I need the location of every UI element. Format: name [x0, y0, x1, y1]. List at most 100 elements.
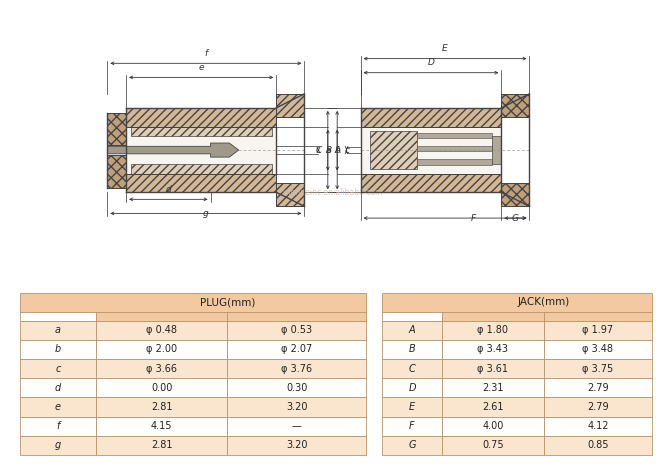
Bar	[382, 397, 442, 416]
Text: φ 2.00: φ 2.00	[146, 344, 178, 355]
Text: f: f	[57, 421, 60, 431]
Bar	[382, 378, 442, 397]
Text: e: e	[198, 63, 204, 72]
Text: 3.20: 3.20	[286, 402, 307, 412]
Text: 4.15: 4.15	[151, 421, 172, 431]
Text: φ 3.43: φ 3.43	[477, 344, 508, 355]
Bar	[126, 174, 276, 192]
Text: D: D	[408, 383, 416, 393]
Text: 2.79: 2.79	[587, 402, 608, 412]
Bar	[360, 108, 501, 127]
Bar	[96, 378, 227, 397]
Text: 0.00: 0.00	[151, 383, 172, 393]
Bar	[442, 312, 544, 321]
Bar	[96, 359, 227, 378]
Bar	[492, 136, 501, 164]
Bar	[20, 359, 96, 378]
Bar	[544, 416, 652, 436]
Bar	[96, 340, 227, 359]
Text: φ 3.61: φ 3.61	[477, 363, 508, 374]
Bar	[544, 397, 652, 416]
Bar	[544, 312, 652, 321]
Text: C: C	[316, 145, 322, 155]
Bar	[544, 340, 652, 359]
Bar	[96, 416, 227, 436]
Bar	[227, 397, 366, 416]
Text: 0.30: 0.30	[286, 383, 307, 393]
Text: A: A	[409, 325, 416, 335]
Text: —: —	[292, 421, 301, 431]
Text: g: g	[55, 440, 61, 450]
Text: 4.00: 4.00	[482, 421, 503, 431]
Text: φ 3.66: φ 3.66	[146, 363, 178, 374]
Text: JACK(mm): JACK(mm)	[518, 297, 570, 307]
Bar	[96, 436, 227, 455]
Text: φ 3.48: φ 3.48	[583, 344, 613, 355]
Text: G: G	[408, 440, 416, 450]
Text: 2.61: 2.61	[482, 402, 503, 412]
Bar	[382, 416, 442, 436]
Bar	[96, 397, 227, 416]
Bar	[20, 416, 96, 436]
Text: 2.79: 2.79	[587, 383, 608, 393]
Bar	[107, 113, 126, 145]
Bar	[20, 436, 96, 455]
Bar	[382, 321, 442, 340]
Text: 2.81: 2.81	[151, 440, 172, 450]
Text: φ 1.97: φ 1.97	[583, 325, 613, 335]
Text: e: e	[55, 402, 61, 412]
Bar	[227, 416, 366, 436]
Bar	[227, 340, 366, 359]
Text: c: c	[344, 145, 349, 155]
Bar	[360, 174, 501, 192]
Text: a: a	[325, 145, 331, 155]
Text: g: g	[203, 209, 209, 218]
Bar	[417, 159, 492, 165]
Polygon shape	[107, 143, 239, 157]
Bar	[227, 321, 366, 340]
Bar	[544, 321, 652, 340]
Bar	[544, 359, 652, 378]
Bar	[276, 94, 305, 117]
Text: c: c	[55, 363, 61, 374]
Bar	[442, 416, 544, 436]
Bar	[20, 397, 96, 416]
Bar	[96, 321, 227, 340]
Bar	[442, 321, 544, 340]
Text: A: A	[334, 145, 341, 155]
Bar	[544, 378, 652, 397]
Bar	[501, 183, 529, 206]
Bar	[382, 312, 442, 321]
Text: b: b	[55, 344, 61, 355]
Bar	[126, 127, 276, 174]
Bar	[276, 183, 305, 206]
Bar	[442, 436, 544, 455]
Bar	[227, 312, 366, 321]
Bar	[442, 340, 544, 359]
Bar	[131, 164, 271, 174]
Bar	[501, 94, 529, 117]
Bar	[382, 436, 442, 455]
Bar	[20, 378, 96, 397]
Bar	[382, 340, 442, 359]
Bar	[107, 155, 126, 188]
Bar	[442, 397, 544, 416]
Text: φ 2.07: φ 2.07	[281, 344, 312, 355]
Text: φ 3.76: φ 3.76	[281, 363, 312, 374]
Bar	[227, 359, 366, 378]
Bar	[382, 293, 652, 312]
Bar	[382, 359, 442, 378]
Bar	[20, 321, 96, 340]
Text: D: D	[428, 58, 434, 67]
Text: φ 0.53: φ 0.53	[281, 325, 312, 335]
Text: φ 3.75: φ 3.75	[583, 363, 613, 374]
Bar	[370, 131, 417, 169]
Text: 2.81: 2.81	[151, 402, 172, 412]
Text: 0.75: 0.75	[482, 440, 503, 450]
Bar	[227, 436, 366, 455]
Text: B: B	[408, 344, 416, 355]
Text: wjnfineinc.en.alibaba.com: wjnfineinc.en.alibaba.com	[283, 188, 382, 197]
Text: G: G	[512, 214, 519, 223]
Text: 3.20: 3.20	[286, 440, 307, 450]
Text: E: E	[409, 402, 415, 412]
